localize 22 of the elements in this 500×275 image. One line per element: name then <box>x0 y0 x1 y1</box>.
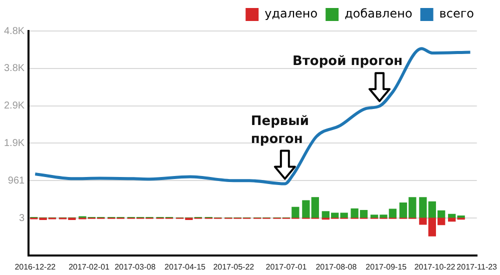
x-tick-label: 2017-07-01 <box>266 262 308 272</box>
annotation: Первый прогон <box>250 114 310 147</box>
x-tick-label: 2017-04-15 <box>164 262 206 272</box>
legend-label: всего <box>439 6 474 21</box>
y-tick-label: 2.9K <box>4 100 25 112</box>
y-tick-label: 3.8K <box>4 63 25 74</box>
y-tick-label: 961 <box>8 175 26 186</box>
line-series <box>34 47 472 186</box>
x-tick-label: 2017-05-22 <box>213 262 255 272</box>
legend-label: добавлено <box>344 6 412 21</box>
x-tick-label: 2017-03-08 <box>114 262 156 272</box>
y-tick-label: 4.8K <box>4 26 25 37</box>
x-tick-label: 2017-02-01 <box>68 262 110 272</box>
x-tick-label: 2017-08-08 <box>316 262 358 272</box>
legend-label: удалено <box>264 6 318 21</box>
x-tick-label: 2016-12-22 <box>14 262 56 272</box>
x-tick-label: 2017-11-23 <box>456 262 498 272</box>
y-tick-label: 1.9K <box>4 138 25 149</box>
x-tick-label: 2017-10-22 <box>414 262 456 272</box>
annotation: Второй прогон <box>292 54 403 70</box>
x-tick-label: 2017-09-15 <box>366 262 408 272</box>
y-tick-label: 3 <box>19 212 26 224</box>
